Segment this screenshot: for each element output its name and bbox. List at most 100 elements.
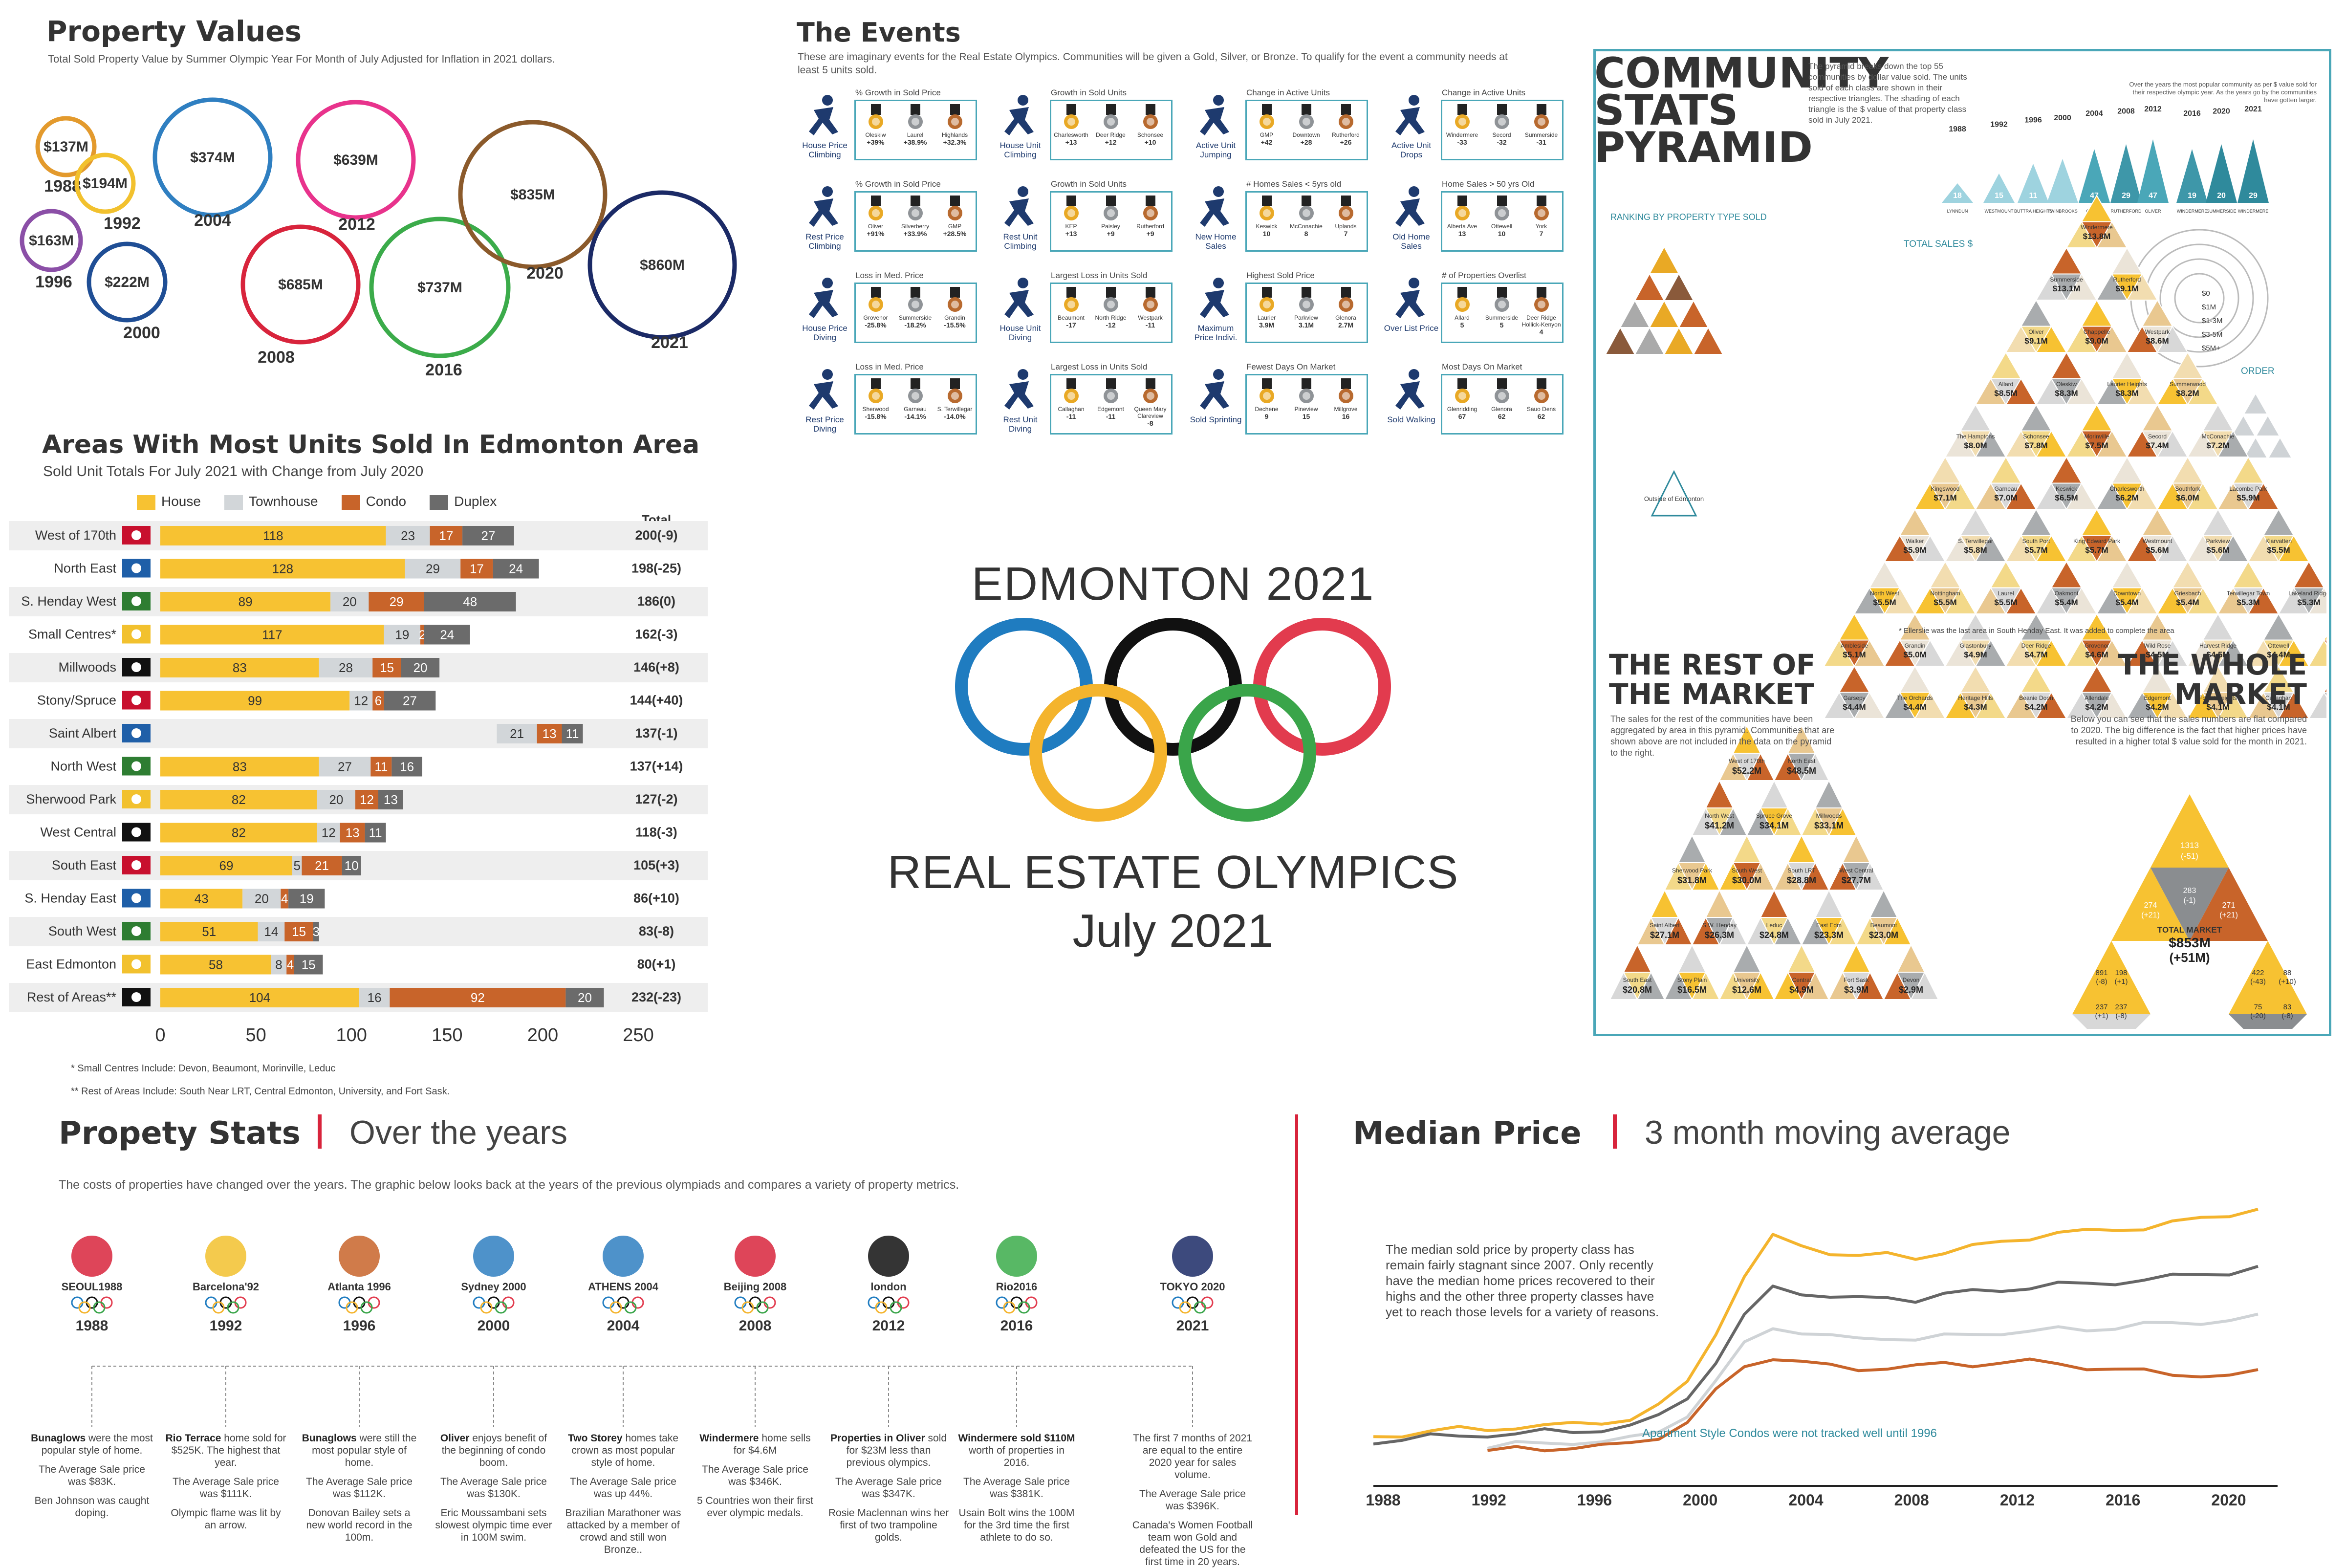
value-bubble-1988 xyxy=(35,116,97,177)
medal-shine-icon xyxy=(1262,392,1271,400)
pyramid-cell-triangle xyxy=(2050,247,2083,275)
winner-value: +38.9% xyxy=(903,138,927,146)
value-label-1992: $194M xyxy=(83,175,128,192)
bar-duplex xyxy=(384,691,436,711)
community-value: $5.9M xyxy=(1903,545,1926,555)
medal-winner: Laurier 3.9M xyxy=(1247,284,1286,329)
medal-shine-icon xyxy=(1458,392,1466,400)
bar-house xyxy=(160,691,350,711)
community-value: $4.5M xyxy=(2206,650,2229,659)
year-label-2004: 2004 xyxy=(194,211,231,230)
community-value: $4.1M xyxy=(2267,702,2290,712)
rest-area-value: $23.0M xyxy=(1869,930,1898,940)
year-label: 2000 xyxy=(2054,114,2071,122)
athlete-body-icon xyxy=(1200,107,1229,135)
pyramid-cell-triangle xyxy=(2020,430,2052,458)
logo-emblem-icon xyxy=(205,1236,246,1277)
community-value: $8.6M xyxy=(2146,336,2169,346)
year-community: OLIVER xyxy=(2145,209,2161,214)
medal-icon xyxy=(1455,104,1470,129)
winner-value: 62 xyxy=(1537,413,1545,420)
rest-area-value: $20.8M xyxy=(1623,985,1652,995)
median-series-line xyxy=(1373,1264,2259,1446)
medal-shine-icon xyxy=(1262,209,1271,217)
pyramid-cell-triangle xyxy=(2141,299,2173,327)
pyramid-cell-triangle xyxy=(2262,639,2295,667)
bar-duplex xyxy=(365,823,386,843)
bar-value-label: 128 xyxy=(272,562,293,576)
olympiad-facts: Bunaglows were the most popular style of… xyxy=(0,1427,1281,1568)
community-name: Secord xyxy=(2148,433,2167,440)
area-change: (-8) xyxy=(2281,1012,2293,1020)
winner-value: -32 xyxy=(1497,138,1507,146)
athlete-head-icon xyxy=(822,278,833,288)
medal-shine-icon xyxy=(1146,209,1154,217)
bar-value-label: 20 xyxy=(578,990,592,1005)
total-label: 144(+40) xyxy=(630,693,683,708)
bar-value-label: 24 xyxy=(440,628,454,642)
ribbon-icon xyxy=(910,196,920,206)
winner-name: GMP xyxy=(1260,131,1274,138)
community-value: $5.3M xyxy=(2297,598,2320,607)
medal-winner: Oleskiw +39% xyxy=(856,101,895,146)
rest-area-value: $34.1M xyxy=(1760,821,1789,830)
community-name: Klarvatten xyxy=(2265,538,2292,544)
value-bubble-2004 xyxy=(152,97,273,218)
olympiad-logo-2004: ATHENS 2004 2004 xyxy=(588,1236,659,1334)
year-label-1992: 1992 xyxy=(104,214,141,233)
ribbon-icon xyxy=(1261,287,1272,298)
sales-scale-label: $0 xyxy=(2202,289,2210,298)
event-card: Old Home Sales Home Sales > 50 yrs Old Alb… xyxy=(1383,179,1574,267)
pyramid-cell-triangle xyxy=(2111,561,2143,588)
ribbon-icon xyxy=(1301,287,1311,298)
whole-mid-change: (+21) xyxy=(2219,911,2238,919)
ribbon-icon xyxy=(1497,378,1507,389)
medal-shine-icon xyxy=(1498,301,1506,308)
rest-cell-triangle xyxy=(1760,807,1789,837)
property-stats-title2: Over the years xyxy=(349,1114,567,1151)
bar-value-label: 4 xyxy=(281,892,288,906)
bar-townhouse xyxy=(497,724,537,743)
legend-swatch xyxy=(224,495,243,510)
value-label-2012: $639M xyxy=(333,152,378,168)
pyramid-cell-triangle xyxy=(2262,613,2295,641)
athlete-icon xyxy=(1190,365,1239,414)
area-low-triangle xyxy=(2229,1014,2307,1029)
bar-value-label: 12 xyxy=(354,694,368,708)
medal-icon xyxy=(1064,287,1079,312)
area-value: 83 xyxy=(2283,1003,2292,1011)
winner-value: -8 xyxy=(1147,419,1153,427)
fact-headline: Windermere home sells for $4.6M xyxy=(699,1433,811,1456)
flag-emblem xyxy=(131,827,141,837)
total-label: 137(+14) xyxy=(630,759,683,774)
flag-emblem xyxy=(131,695,141,705)
medal-box: GMP +42 Downtown +28 Rutherford +26 xyxy=(1245,100,1368,160)
fact-average-price: The Average Sale price was $381K. xyxy=(963,1476,1070,1500)
rest-area-value: $31.8M xyxy=(1677,875,1707,885)
bar-townhouse xyxy=(319,658,373,677)
year-label: 1996 xyxy=(2024,116,2042,125)
rest-area-value: $48.5M xyxy=(1787,766,1816,776)
community-value: $4.4M xyxy=(1843,702,1866,712)
hero-line2: REAL ESTATE OLYMPICS xyxy=(887,846,1459,898)
pyramid-cell-triangle xyxy=(2050,482,2083,510)
winner-value: 7 xyxy=(1344,230,1348,238)
total-label: 146(+8) xyxy=(633,660,679,675)
community-name: Westmount xyxy=(2143,538,2172,544)
bar-townhouse xyxy=(242,889,281,909)
medal-winner: Queen Mary Clareview -8 xyxy=(1130,375,1170,427)
pyramid-title-3: PYRAMID xyxy=(1594,123,1813,172)
medal-winner: Summerside -31 xyxy=(1521,101,1561,146)
medal-shine-icon xyxy=(1262,301,1271,308)
bar-condo xyxy=(355,790,378,809)
ranking-triangle xyxy=(1663,272,1694,301)
medal-icon xyxy=(1299,196,1314,220)
logo-emblem-icon xyxy=(868,1236,909,1277)
whole-top-value: 1313 xyxy=(2180,841,2199,850)
bar-value-label: 16 xyxy=(368,990,382,1005)
community-value: $4.5M xyxy=(2146,650,2169,659)
medal-winner: Deer Ridge +12 xyxy=(1091,101,1130,146)
rest-market-title-1: THE REST OF xyxy=(1609,648,1816,681)
winner-value: -12 xyxy=(1106,321,1116,329)
x-tick-label: 2008 xyxy=(1894,1491,1929,1509)
